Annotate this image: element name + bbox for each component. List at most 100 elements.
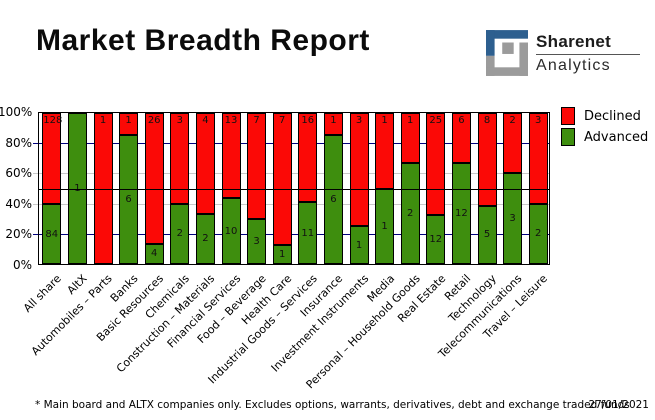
bar-advanced-segment: 2 [195,213,215,264]
gridline [39,203,549,205]
bar-advanced-segment: 6 [323,134,343,264]
declined-value-label: 25 [429,115,443,126]
bar-advanced-segment: 10 [221,198,241,264]
bar-declined-segment: 3 [528,113,548,204]
declined-swatch-icon [561,107,575,125]
bar-advanced-segment: 3 [247,218,267,264]
declined-value-label: 16 [301,115,315,126]
advanced-value-label: 1 [279,249,286,261]
bar-declined-segment: 8 [477,113,497,206]
legend-item-declined: Declined [561,107,648,125]
sharenet-logo-icon [486,30,528,76]
bar: 13 10 [221,113,241,264]
advanced-value-label: 5 [483,229,491,241]
y-axis-tick [33,142,38,144]
advanced-value-label: 2 [407,208,414,220]
chart-plot-area: 1288411162643242131073711611163111122512… [38,112,550,265]
bar-declined-segment: 7 [272,113,292,246]
footnote-text: * Main board and ALTX companies only. Ex… [35,399,630,411]
legend-label-declined: Declined [584,108,641,124]
advanced-value-label: 3 [253,235,260,247]
gridline [39,173,549,175]
advanced-value-label: 6 [125,193,132,205]
declined-value-label: 2 [509,115,516,126]
y-axis-label: 80% [5,135,32,150]
legend-label-advanced: Advanced [584,129,649,145]
declined-value-label: 3 [176,115,183,126]
declined-value-label: 3 [355,115,363,126]
chart-legend: Declined Advanced [561,107,648,149]
advanced-value-label: 11 [301,227,315,239]
declined-value-label: 4 [202,115,209,126]
report-date: 27/01/2021 [588,399,649,411]
declined-value-label: 1 [125,115,132,126]
logo-name: Sharenet [536,31,612,51]
bar-declined-segment: 26 [144,113,164,244]
bar-advanced-segment: 6 [119,134,139,264]
advanced-value-label: 84 [45,228,59,240]
bar-declined-segment: 1 [400,113,420,164]
declined-value-label: 7 [253,115,260,126]
page-title: Market Breadth Report [36,24,370,57]
y-axis-tick [33,173,38,175]
sharenet-logo: Sharenet Analytics [486,30,640,76]
y-axis-tick [33,234,38,236]
bar-advanced-segment: 1 [272,245,292,264]
bar-advanced-segment: 12 [451,163,471,264]
bar-advanced-segment: 2 [400,163,420,264]
bar: 16 11 [298,113,318,264]
y-axis-tick [33,203,38,205]
y-axis-label: 0% [12,258,32,272]
declined-value-label: 1 [407,115,414,126]
bar-declined-segment: 6 [451,113,471,164]
logo-divider [536,53,640,55]
footnote-bar: * Main board and ALTX companies only. Ex… [0,399,655,413]
bar-advanced-segment: 4 [144,243,164,264]
bar-declined-segment: 1 [119,113,139,135]
bar-declined-segment: 16 [298,113,318,203]
declined-value-label: 1 [99,115,107,126]
advanced-value-label: 12 [429,234,443,245]
bar-declined-segment: 7 [247,113,267,219]
gridline [39,233,549,235]
bar-declined-segment: 4 [195,113,215,214]
y-axis-label: 60% [5,166,32,181]
advanced-value-label: 10 [224,225,238,237]
bar-declined-segment: 2 [503,113,523,174]
advanced-value-label: 6 [330,193,337,205]
fifty-percent-line [39,188,549,190]
bar: 26 4 [144,113,164,264]
logo-subtitle: Analytics [536,56,611,74]
advanced-value-label: 4 [151,248,158,260]
advanced-value-label: 12 [455,208,468,220]
declined-value-label: 3 [535,115,542,126]
advanced-value-label: 1 [381,220,388,232]
declined-value-label: 7 [279,115,286,126]
bar: 128 84 [42,113,62,264]
gridline [39,143,549,145]
advanced-swatch-icon [561,128,575,146]
advanced-value-label: 2 [176,228,183,240]
advanced-value-label: 1 [355,239,363,251]
y-axis-label: 40% [5,196,32,211]
advanced-value-label: 2 [202,233,209,245]
declined-value-label: 13 [224,115,238,126]
bar-declined-segment: 1 [375,113,395,189]
y-axis-label: 20% [5,227,32,242]
legend-item-advanced: Advanced [561,128,648,146]
bar-declined-segment: 13 [221,113,241,199]
bar-declined-segment: 25 [426,113,446,216]
advanced-value-label: 3 [509,213,516,225]
bar-declined-segment: 128 [42,113,62,205]
